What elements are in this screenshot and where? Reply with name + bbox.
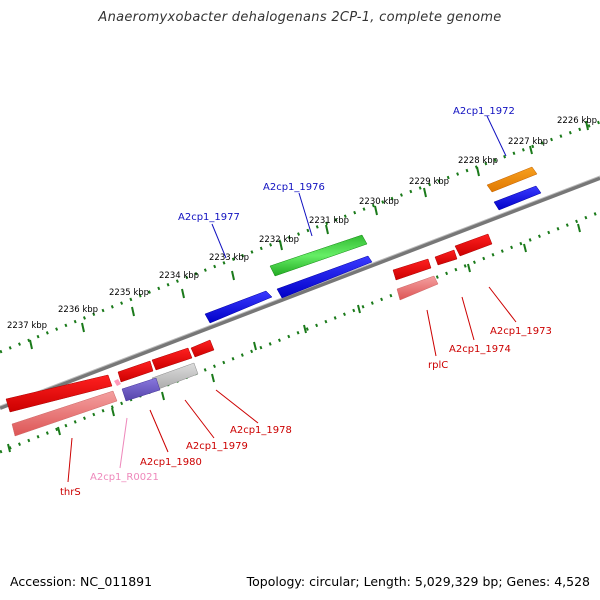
gene-label-rplC[interactable]: rplC: [428, 360, 448, 371]
gene-label-A2cp1_1974[interactable]: A2cp1_1974: [449, 344, 511, 355]
kbp-label: 2234 kbp: [159, 271, 199, 281]
kbp-label: 2233 kbp: [209, 253, 249, 263]
kbp-label: 2229 kbp: [409, 177, 449, 187]
inner-ruler-track: [0, 210, 600, 454]
inner-major-ticks: [7, 223, 581, 453]
gene-label-thrS[interactable]: thrS: [60, 487, 81, 498]
gene-label-A2cp1_1973[interactable]: A2cp1_1973: [490, 326, 552, 337]
gene-thrS-pink-bar: [11, 390, 118, 437]
gene-rplC-bar: [392, 258, 432, 281]
gene-A2cp1_R0021-bar: [114, 379, 121, 386]
gene-label-A2cp1_1977[interactable]: A2cp1_1977: [178, 212, 240, 223]
accession-text: Accession: NC_011891: [10, 574, 153, 589]
kbp-label: 2232 kbp: [259, 235, 299, 245]
gene-red-2235a-bar: [190, 339, 215, 358]
gene-A2cp1_1977-bar: [276, 255, 373, 299]
gene-label-A2cp1_1979[interactable]: A2cp1_1979: [186, 441, 248, 452]
kbp-label: 2231 kbp: [309, 216, 349, 226]
kbp-label: 2230 kbp: [359, 197, 399, 207]
outer-ruler-track: [0, 120, 600, 354]
gene-A2cp1_1973-bar: [454, 233, 493, 257]
forward-genes: [204, 166, 542, 324]
gene-blue-2234-bar: [204, 290, 273, 324]
reverse-genes: [5, 233, 493, 437]
gene-label-A2cp1_1976[interactable]: A2cp1_1976: [263, 182, 325, 193]
gene-A2cp1_1978-bar: [151, 347, 193, 371]
label-leaders: [67, 115, 517, 483]
gene-A2cp1_1980-purple-bar: [121, 377, 161, 402]
kbp-label: 2226 kbp: [557, 116, 597, 126]
kbp-label: 2237 kbp: [7, 321, 47, 331]
kbp-label: 2227 kbp: [508, 137, 548, 147]
gene-A2cp1_1972-bar: [486, 166, 538, 193]
kbp-label: 2228 kbp: [458, 156, 498, 166]
gene-A2cp1_1974-bar: [434, 249, 458, 266]
gene-A2cp1_1976-bar: [269, 234, 368, 277]
gene-labels: A2cp1_1972 A2cp1_1976 A2cp1_1977 A2cp1_1…: [60, 106, 552, 498]
gene-label-A2cp1_1972[interactable]: A2cp1_1972: [453, 106, 515, 117]
outer-major-ticks: [29, 120, 589, 350]
kbp-label: 2235 kbp: [109, 288, 149, 298]
ruler-labels: 2226 kbp 2227 kbp 2228 kbp 2229 kbp 2230…: [7, 116, 597, 331]
gene-rplC-pink-bar: [396, 275, 439, 301]
gene-label-A2cp1_1980[interactable]: A2cp1_1980: [140, 457, 202, 468]
gene-label-A2cp1_1978[interactable]: A2cp1_1978: [230, 425, 292, 436]
gene-label-A2cp1_R0021[interactable]: A2cp1_R0021: [90, 472, 159, 483]
gene-A2cp1_1972b-bar: [493, 185, 542, 211]
kbp-label: 2236 kbp: [58, 305, 98, 315]
gene-thrS-bar: [5, 374, 113, 413]
gene-A2cp1_1979-bar: [117, 360, 154, 383]
map-title: Anaeromyxobacter dehalogenans 2CP-1, com…: [98, 10, 502, 25]
genome-summary-text: Topology: circular; Length: 5,029,329 bp…: [246, 574, 590, 589]
genome-backbone: [0, 176, 600, 410]
